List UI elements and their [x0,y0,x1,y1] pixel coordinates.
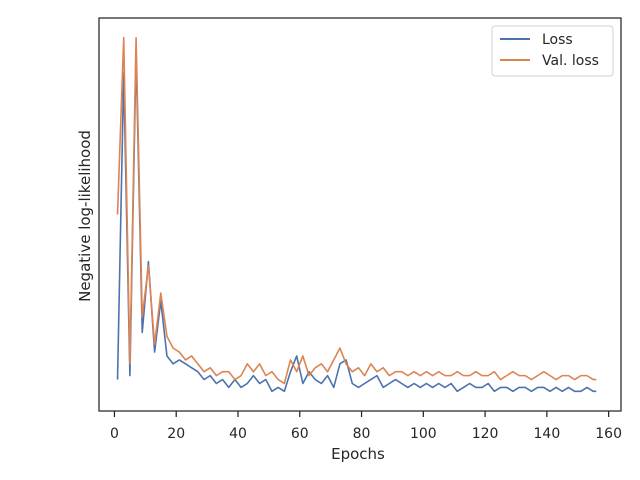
x-tick-label: 40 [229,426,247,442]
legend: Loss Val. loss [491,25,614,77]
series-line-val-loss [116,36,597,385]
x-tick-label: 140 [534,426,561,442]
legend-label-loss: Loss [542,32,573,48]
x-tick-label: 0 [110,426,119,442]
y-axis-label: Negative log-likelihood [76,130,94,302]
x-axis-label: Epochs [331,445,385,463]
x-tick-label: 100 [410,426,437,442]
legend-label-val-loss: Val. loss [542,53,599,69]
series-lines [116,36,597,393]
plot-area [98,17,622,412]
x-tick-label: 160 [595,426,622,442]
x-axis: 0 20 40 60 80 100 120 140 160 [110,411,622,442]
x-tick-label: 80 [353,426,371,442]
series-line-loss [116,52,597,393]
x-tick-label: 120 [472,426,499,442]
x-tick-label: 60 [291,426,309,442]
x-tick-label: 20 [167,426,185,442]
